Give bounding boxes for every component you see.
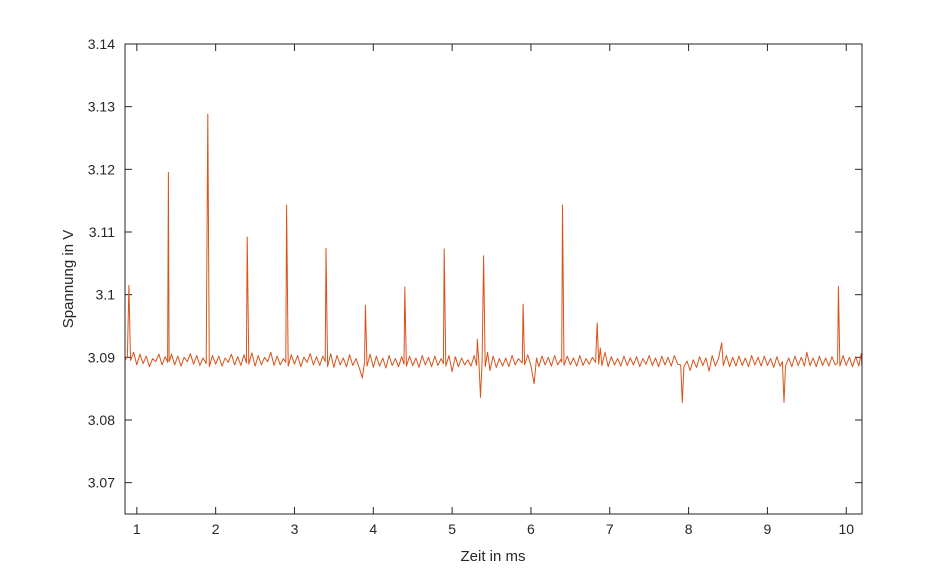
y-ticks: 3.07 3.08 3.09 3.1 3.11 3.12 3.13 3.14: [88, 36, 862, 491]
x-tick-label: 1: [133, 521, 141, 537]
x-tick-label: 5: [448, 521, 456, 537]
y-tick-label: 3.08: [88, 412, 115, 428]
x-tick-label: 9: [764, 521, 772, 537]
x-tick-label: 10: [838, 521, 854, 537]
axes-box: [124, 43, 863, 515]
y-tick-label: 3.09: [88, 349, 115, 365]
x-tick-label: 8: [685, 521, 693, 537]
series-line-voltage: [124, 113, 863, 403]
x-tick-label: 6: [527, 521, 535, 537]
x-axis-label: Zeit in ms: [460, 548, 525, 565]
x-tick-label: 3: [291, 521, 299, 537]
y-tick-label: 3.13: [88, 99, 115, 115]
x-tick-label: 4: [369, 521, 377, 537]
y-axis-label: Spannung in V: [60, 230, 77, 328]
y-tick-label: 3.14: [88, 36, 115, 52]
x-tick-label: 2: [212, 521, 220, 537]
y-tick-label: 3.12: [88, 161, 115, 177]
x-ticks: 1 2 3 4 5 6 7 8 9 10: [133, 44, 854, 537]
y-tick-label: 3.11: [89, 224, 115, 240]
x-tick-label: 7: [606, 521, 614, 537]
y-tick-label: 3.07: [88, 475, 115, 491]
y-tick-label: 3.1: [96, 287, 116, 303]
